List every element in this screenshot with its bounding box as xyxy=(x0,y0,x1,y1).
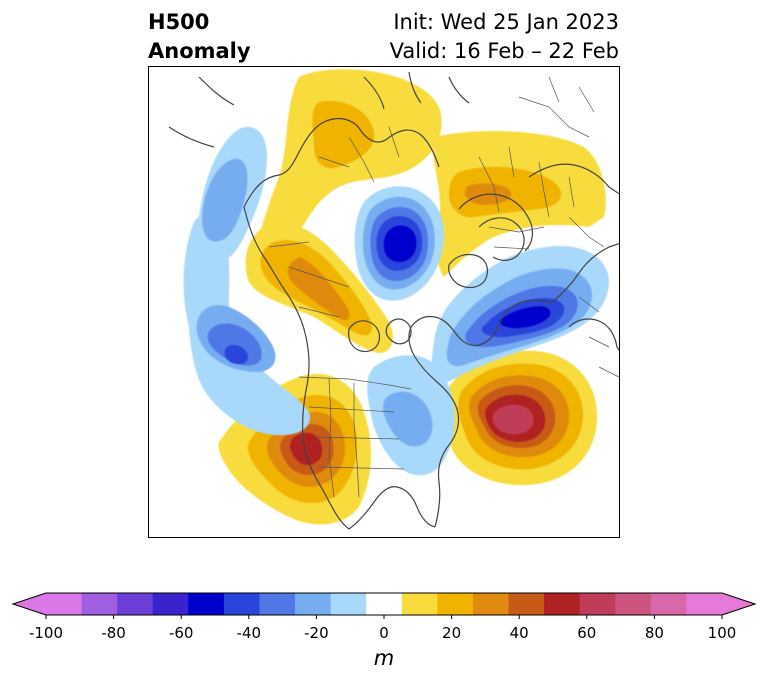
colorbar-segment xyxy=(615,593,652,615)
colorbar-tick-label: 80 xyxy=(644,624,664,642)
colorbar-segment xyxy=(117,593,154,615)
colorbar-segment xyxy=(188,593,225,615)
colorbar-segment xyxy=(330,593,367,615)
chart-title-right: Init: Wed 25 Jan 2023 Valid: 16 Feb – 22… xyxy=(390,8,619,66)
colorbar-tick-label: -60 xyxy=(168,624,194,642)
colorbar-segment xyxy=(295,593,332,615)
chart-title-left: H500 Anomaly xyxy=(148,8,251,66)
colorbar-segment xyxy=(579,593,616,615)
colorbar-under-arrow xyxy=(13,593,46,615)
colorbar-segment xyxy=(401,593,438,615)
colorbar-segment xyxy=(544,593,581,615)
colorbar-segment xyxy=(650,593,687,615)
colorbar-segment xyxy=(686,593,723,615)
field-label: Anomaly xyxy=(148,39,251,63)
colorbar-segment xyxy=(152,593,189,615)
init-date-label: Init: Wed 25 Jan 2023 xyxy=(393,10,619,34)
colorbar-tick-label: -80 xyxy=(101,624,126,642)
colorbar-segment xyxy=(81,593,118,615)
variable-label: H500 xyxy=(148,10,210,34)
anomaly-map xyxy=(148,66,620,538)
colorbar-tick-label: 100 xyxy=(707,624,737,642)
positive-anomaly-north-atlantic xyxy=(444,350,598,486)
coastlines xyxy=(168,71,619,530)
colorbar-units-label: m xyxy=(373,646,395,670)
colorbar-tick-label: -100 xyxy=(28,624,64,642)
colorbar-segment xyxy=(366,593,403,615)
colorbar-tick-label: 20 xyxy=(442,624,462,642)
colorbar-segments xyxy=(46,593,723,615)
negative-anomaly-greenland xyxy=(430,245,609,383)
colorbar-over-arrow xyxy=(722,593,755,615)
colorbar-tick-label: -20 xyxy=(304,624,329,642)
negative-anomaly-arctic xyxy=(354,186,445,301)
political-borders xyxy=(268,76,619,498)
negative-anomaly-pacific xyxy=(183,126,310,436)
colorbar-tick-label: 0 xyxy=(379,624,389,642)
colorbar-segment xyxy=(437,593,474,615)
positive-anomaly-western-canada xyxy=(245,223,394,353)
colorbar-segment xyxy=(472,593,510,615)
colorbar-ticks xyxy=(45,615,723,619)
colorbar-segment xyxy=(259,593,296,615)
colorbar-tick-label: 60 xyxy=(577,624,597,642)
valid-date-label: Valid: 16 Feb – 22 Feb xyxy=(389,39,619,63)
colorbar-tick-label: -40 xyxy=(236,624,262,642)
colorbar-segment xyxy=(508,593,545,615)
anomaly-map-canvas xyxy=(149,67,619,537)
positive-anomaly-europe xyxy=(432,131,606,277)
colorbar-segment xyxy=(46,593,83,615)
colorbar-segment xyxy=(223,593,260,615)
colorbar xyxy=(11,592,757,619)
colorbar-tick-label: 40 xyxy=(509,624,529,642)
